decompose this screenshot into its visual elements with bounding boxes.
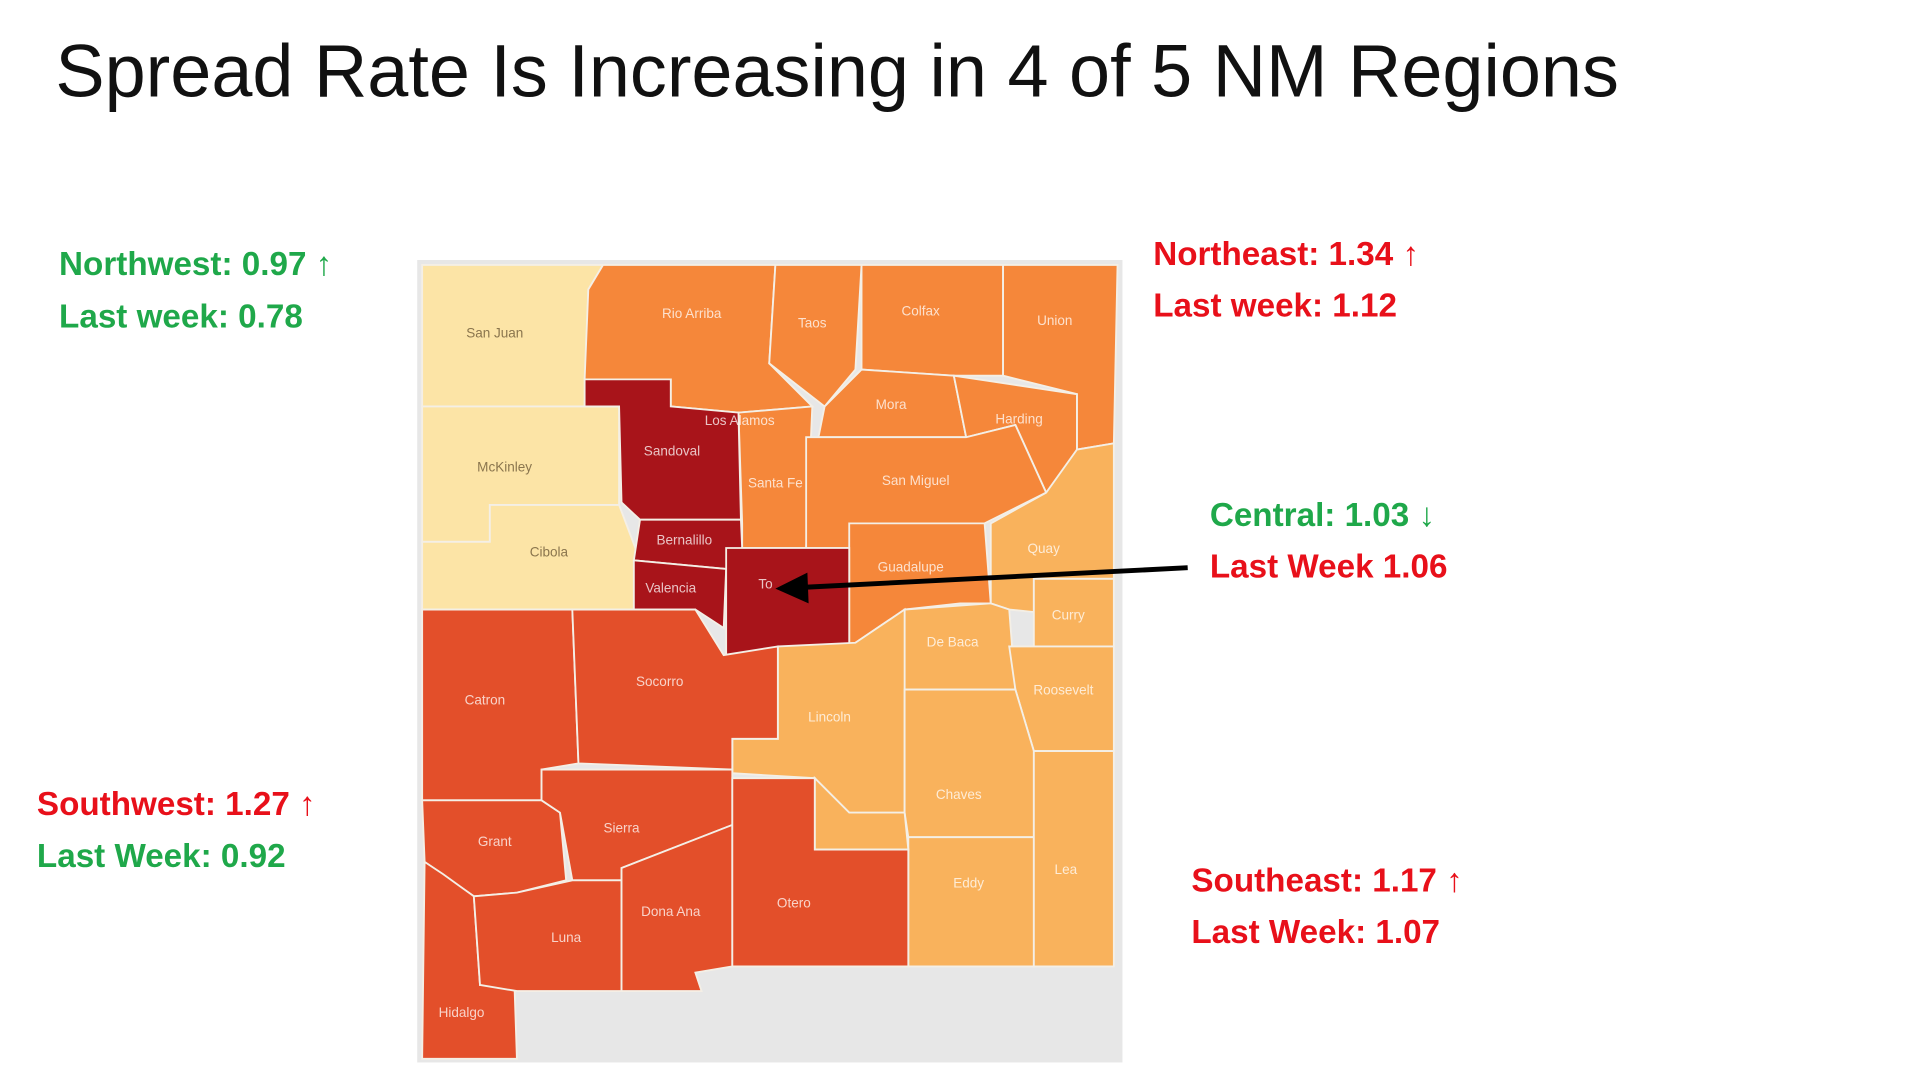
county-shape — [860, 264, 1004, 377]
region-last-week: Last week: 0.78 — [59, 299, 303, 336]
county-label: Guadalupe — [878, 559, 944, 574]
county-label: San Miguel — [882, 473, 950, 488]
region-last-week: Last Week: 0.92 — [37, 838, 286, 875]
county-label: Curry — [1052, 607, 1085, 622]
region-last-week: Last Week 1.06 — [1210, 549, 1448, 586]
region-rate: Southwest: 1.27 ↑ — [37, 786, 316, 823]
county-label: Grant — [478, 834, 512, 849]
county-shape — [903, 688, 1035, 839]
county-label: Los Alamos — [705, 413, 775, 428]
nm-map — [417, 260, 1123, 1063]
county-label: Hidalgo — [439, 1005, 485, 1020]
county-label: To — [758, 577, 772, 592]
region-rate: Northwest: 0.97 ↑ — [59, 246, 332, 283]
county-label: De Baca — [927, 634, 979, 649]
county-label: Catron — [465, 692, 506, 707]
county-shape — [571, 608, 779, 771]
county-label: McKinley — [477, 460, 532, 475]
region-last-week: Last Week: 1.07 — [1191, 914, 1440, 951]
county-label: Lincoln — [808, 710, 851, 725]
county-label: Valencia — [645, 580, 696, 595]
county-label: Luna — [551, 930, 582, 945]
county-label: Sandoval — [644, 444, 700, 459]
title: Spread Rate Is Increasing in 4 of 5 NM R… — [55, 29, 1619, 112]
county-shape — [768, 264, 863, 408]
county-label: Eddy — [953, 876, 984, 891]
county-label: Sierra — [604, 820, 641, 835]
county-label: Bernalillo — [657, 532, 713, 547]
county-label: Harding — [995, 412, 1042, 427]
county-label: Cibola — [530, 545, 569, 560]
arrow-head — [775, 572, 809, 604]
county-label: Taos — [798, 316, 827, 331]
county-label: San Juan — [466, 326, 523, 341]
region-rate: Northeast: 1.34 ↑ — [1153, 236, 1419, 273]
county-shape — [472, 879, 623, 992]
county-label: Otero — [777, 895, 811, 910]
county-shape — [1032, 750, 1115, 968]
county-label: Mora — [876, 397, 907, 412]
county-label: Union — [1037, 313, 1072, 328]
county-label: Quay — [1028, 541, 1061, 556]
county-label: Dona Ana — [641, 904, 701, 919]
county-shape — [907, 836, 1035, 968]
county-shape — [731, 777, 910, 968]
arrow-line — [802, 565, 1188, 590]
county-shape — [725, 547, 851, 657]
county-label: Santa Fe — [748, 476, 803, 491]
county-label: Roosevelt — [1033, 682, 1093, 697]
county-label: Rio Arriba — [662, 306, 722, 321]
county-label: Lea — [1055, 862, 1078, 877]
county-label: Socorro — [636, 674, 683, 689]
region-rate: Central: 1.03 ↓ — [1210, 497, 1435, 534]
county-labels: San Juan Rio Arriba Taos Colfax Union Mo… — [439, 303, 1094, 1020]
region-rate: Southeast: 1.17 ↑ — [1191, 862, 1462, 899]
region-last-week: Last week: 1.12 — [1153, 288, 1397, 325]
county-label: Chaves — [936, 787, 982, 802]
county-shape — [632, 559, 728, 630]
central-arrow — [775, 565, 1188, 604]
county-label: Colfax — [901, 303, 940, 318]
